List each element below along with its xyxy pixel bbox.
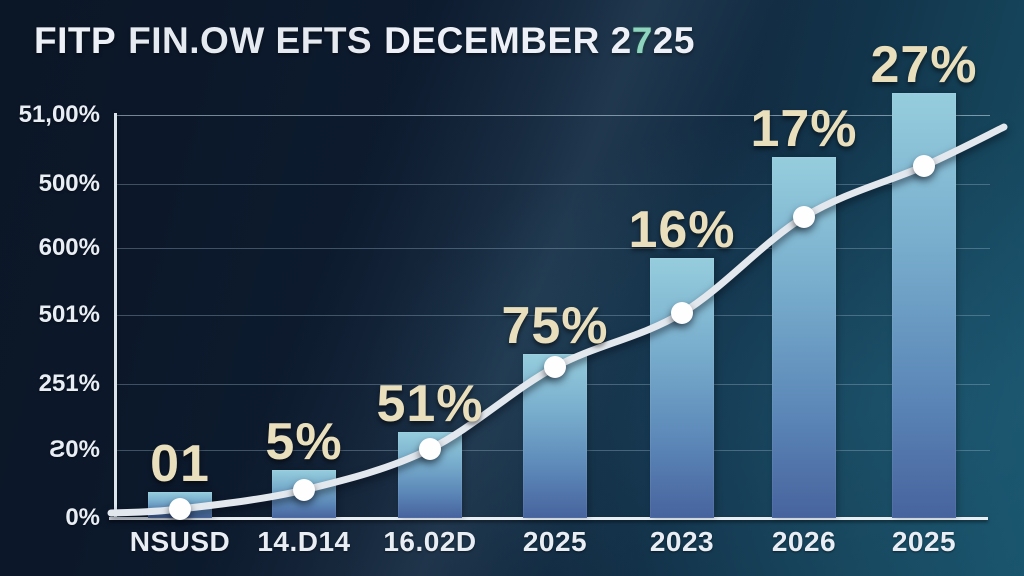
bar-value-label: 75% <box>501 297 609 355</box>
bar-value-label: 16% <box>628 201 736 259</box>
x-axis-tick-label: 14.D14 <box>257 526 351 557</box>
x-axis-tick-label: 2023 <box>649 526 715 557</box>
bar-16.02d <box>398 432 462 518</box>
x-axis-tick-label: NSUSD <box>129 526 231 557</box>
x-axis-tick-label: 2025 <box>522 526 588 557</box>
title-brand: FITP <box>34 20 117 61</box>
title-date-prefix: DECEMBER 2 <box>384 20 632 61</box>
y-axis-tick-label: 600% <box>38 234 100 261</box>
y-axis-tick-label: Ƨ0% <box>49 436 100 463</box>
x-axis-tick-label: 2025 <box>891 526 957 557</box>
bar-value-label: 01 <box>150 435 210 493</box>
y-axis-tick-label: 51,00% <box>18 101 100 128</box>
gridline <box>115 248 990 249</box>
bar-value-label: 27% <box>870 36 978 94</box>
x-axis-tick-label: 2026 <box>771 526 837 557</box>
title-date: DECEMBER 2 7 25 <box>384 20 695 62</box>
y-axis-tick-label: 500% <box>38 170 100 197</box>
bar-14.d14 <box>272 470 336 518</box>
x-axis-line <box>109 517 988 520</box>
chart-title: FITP FIN.OW EFTS DECEMBER 2 7 25 <box>34 20 695 62</box>
bar-value-label: 17% <box>750 100 858 158</box>
y-axis-tick-label: 251% <box>38 370 100 397</box>
x-axis-tick-label: 16.02D <box>383 526 477 557</box>
bar-2023 <box>650 258 714 518</box>
title-date-suffix: 25 <box>652 20 695 61</box>
bar-value-label: 5% <box>265 413 343 471</box>
title-middle: FIN.OW EFTS <box>128 20 373 61</box>
y-axis-tick-label: 501% <box>38 301 100 328</box>
gridline <box>115 184 990 185</box>
bar-2025 <box>523 354 587 518</box>
bar-nsusd <box>148 492 212 518</box>
bar-value-label: 51% <box>376 375 484 433</box>
title-date-glyph: 7 <box>631 20 653 61</box>
y-axis-tick-label: 0% <box>65 504 100 531</box>
